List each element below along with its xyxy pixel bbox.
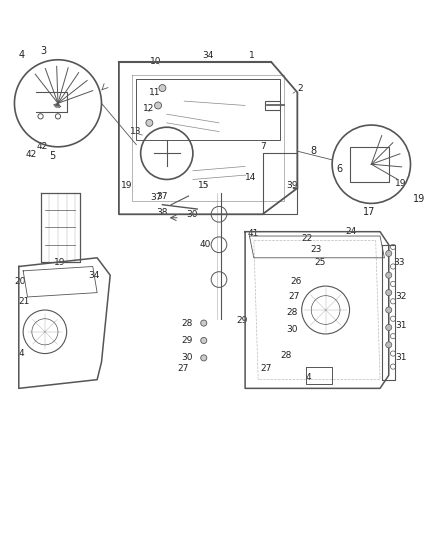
Text: 17: 17	[363, 207, 375, 217]
Text: 2: 2	[297, 84, 303, 93]
Text: 23: 23	[311, 245, 322, 254]
Text: 6: 6	[336, 164, 343, 174]
Text: 37: 37	[150, 193, 162, 202]
Text: 29: 29	[237, 317, 248, 326]
Circle shape	[386, 272, 392, 278]
Circle shape	[386, 342, 392, 348]
Text: 28: 28	[286, 308, 298, 317]
Text: 10: 10	[150, 58, 162, 67]
Text: 33: 33	[393, 257, 405, 266]
Circle shape	[155, 102, 162, 109]
Text: 34: 34	[88, 271, 100, 280]
Text: 12: 12	[143, 104, 154, 114]
Text: 24: 24	[345, 227, 357, 236]
Text: 14: 14	[245, 173, 257, 182]
Circle shape	[201, 355, 207, 361]
Text: 42: 42	[25, 150, 37, 159]
Text: 21: 21	[19, 297, 30, 306]
Text: 26: 26	[291, 277, 302, 286]
Text: 4: 4	[19, 349, 25, 358]
Text: 40: 40	[199, 240, 211, 249]
Circle shape	[386, 251, 392, 256]
Text: 4: 4	[306, 373, 312, 382]
Text: 27: 27	[261, 364, 272, 373]
Circle shape	[201, 337, 207, 344]
Text: 30: 30	[286, 325, 298, 334]
Text: 25: 25	[315, 257, 326, 266]
Text: 29: 29	[181, 336, 193, 345]
Text: 41: 41	[247, 229, 259, 238]
Text: 20: 20	[14, 277, 26, 286]
Circle shape	[146, 119, 153, 126]
Text: 27: 27	[177, 364, 188, 373]
Circle shape	[386, 307, 392, 313]
Text: 19: 19	[121, 181, 133, 190]
Text: 1: 1	[249, 51, 254, 60]
Text: 30: 30	[181, 353, 193, 362]
Text: 4: 4	[19, 51, 25, 60]
Text: 22: 22	[302, 233, 313, 243]
Text: 5: 5	[49, 150, 56, 160]
Text: 38: 38	[156, 207, 167, 216]
Text: 28: 28	[280, 351, 291, 360]
Text: 37: 37	[156, 192, 167, 201]
Text: 13: 13	[130, 127, 141, 136]
Text: 42: 42	[36, 142, 47, 151]
Circle shape	[386, 289, 392, 296]
Text: 31: 31	[395, 353, 407, 362]
Text: 19: 19	[53, 257, 65, 266]
Text: 31: 31	[395, 321, 407, 330]
Text: 27: 27	[289, 293, 300, 302]
Text: 34: 34	[202, 51, 214, 60]
Circle shape	[159, 85, 166, 92]
Circle shape	[386, 325, 392, 330]
Text: 19: 19	[413, 194, 425, 204]
Text: 30: 30	[186, 210, 198, 219]
Text: 11: 11	[149, 88, 161, 97]
Text: 39: 39	[286, 181, 298, 190]
Text: 8: 8	[311, 146, 317, 156]
Text: 15: 15	[198, 181, 209, 190]
Text: 19: 19	[395, 179, 407, 188]
Text: 32: 32	[395, 293, 406, 302]
Text: 7: 7	[260, 142, 266, 151]
Text: 28: 28	[181, 319, 193, 328]
Circle shape	[201, 320, 207, 326]
Text: 3: 3	[41, 46, 47, 56]
